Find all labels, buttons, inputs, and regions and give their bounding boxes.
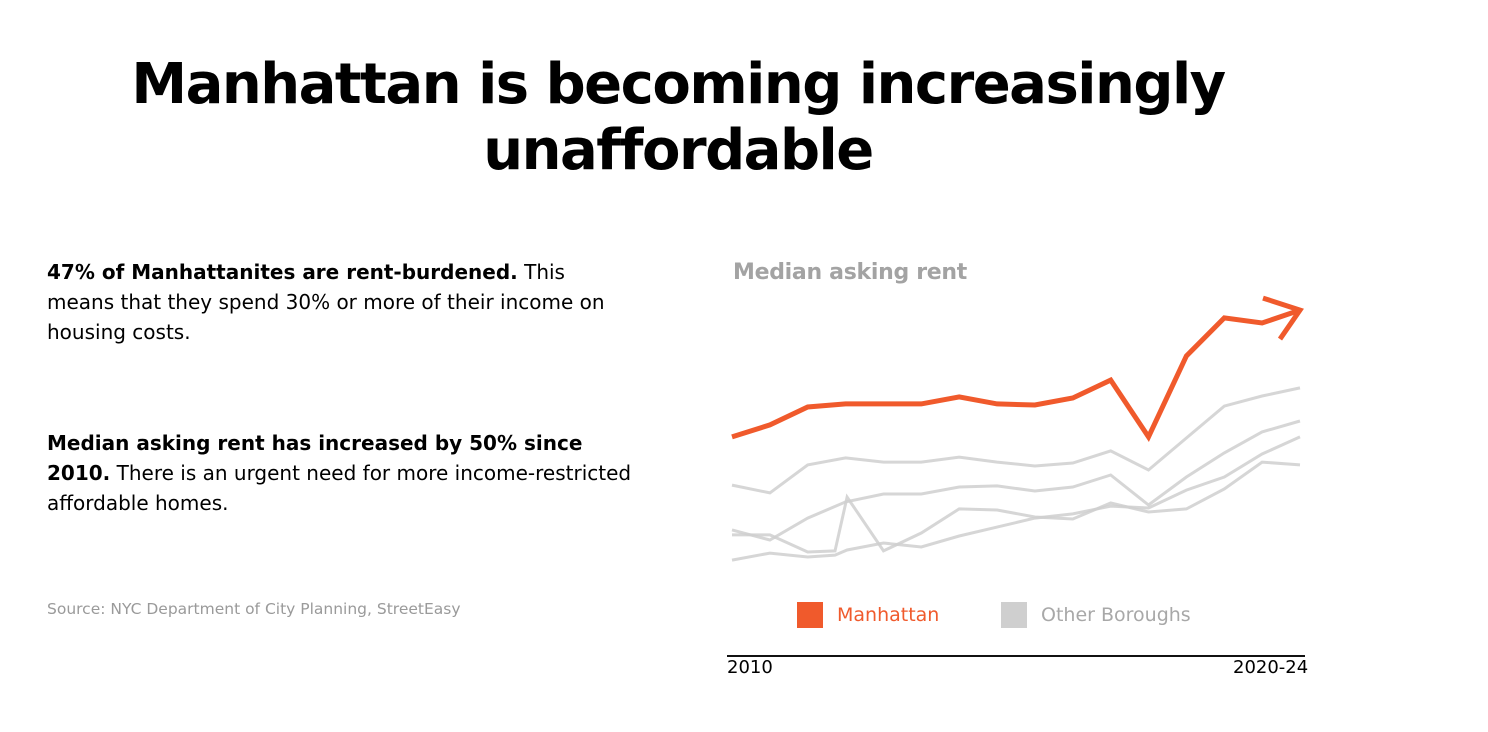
rent-burden-explanation: This means that they spend 30% or more o… <box>47 260 605 344</box>
source-note: Source: NYC Department of City Planning,… <box>47 600 461 618</box>
legend-swatch-other-boroughs <box>1001 602 1027 628</box>
x-axis-line <box>727 655 1305 657</box>
series-line-other-borough-b <box>731 419 1301 542</box>
series-line-other-borough-c <box>732 460 1301 554</box>
other-boroughs-lines <box>731 386 1301 562</box>
legend-item-manhattan: Manhattan <box>797 602 939 628</box>
legend-label-other-boroughs: Other Boroughs <box>1041 604 1191 626</box>
series-line-other-borough-d <box>731 435 1301 562</box>
rent-increase-paragraph: Median asking rent has increased by 50% … <box>47 428 637 518</box>
chart-title: Median asking rent <box>733 260 968 285</box>
manhattan-line-group <box>731 295 1304 442</box>
x-tick-label-end: 2020-24 <box>1233 657 1309 678</box>
legend-item-other-boroughs: Other Boroughs <box>1001 602 1191 628</box>
legend-swatch-manhattan <box>797 602 823 628</box>
rent-burden-paragraph: 47% of Manhattanites are rent-burdened. … <box>47 257 637 347</box>
rent-burden-stat: 47% of Manhattanites are rent-burdened. <box>47 260 518 284</box>
page-title: Manhattan is becoming increasingly unaff… <box>131 52 1226 183</box>
series-line-manhattan <box>731 307 1301 442</box>
arrow-head-icon <box>1262 295 1304 341</box>
series-line-other-borough-a <box>731 386 1301 495</box>
x-tick-label-start: 2010 <box>727 657 773 678</box>
rent-increase-explanation: There is an urgent need for more income-… <box>47 461 632 515</box>
legend-label-manhattan: Manhattan <box>837 604 940 626</box>
rent-increase-stat: Median asking rent has increased by 50% … <box>47 431 583 485</box>
